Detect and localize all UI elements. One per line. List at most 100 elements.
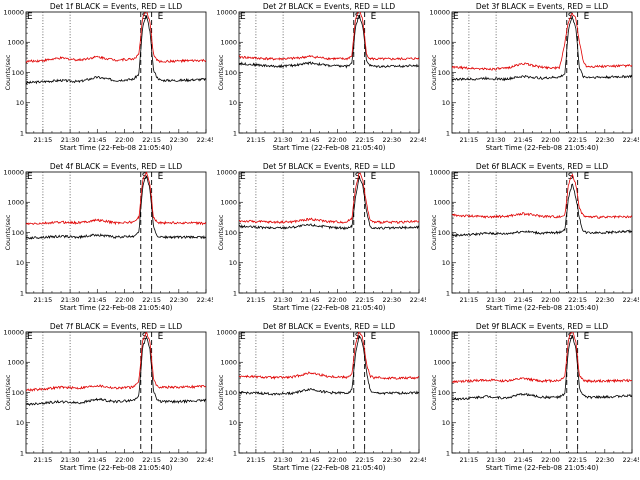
- y-tick-label: 100: [225, 229, 237, 237]
- lld-series-line: [452, 331, 632, 383]
- x-tick-label: 22:45: [623, 456, 639, 464]
- detector-panel-3: Det 3f BLACK = Events, RED = LLD11010010…: [426, 0, 639, 160]
- edge-marker-label: E: [27, 332, 33, 342]
- x-tick-label: 21:30: [61, 296, 80, 304]
- x-tick-label: 22:30: [595, 296, 614, 304]
- y-tick-label: 1: [20, 289, 24, 297]
- x-tick-label: 22:00: [541, 456, 560, 464]
- y-tick-label: 10: [16, 419, 24, 427]
- events-series-line: [452, 18, 632, 81]
- x-tick-label: 21:30: [487, 296, 506, 304]
- y-tick-label: 1: [233, 289, 237, 297]
- x-tick-label: 21:45: [301, 456, 320, 464]
- x-tick-label: 22:15: [355, 136, 374, 144]
- end-marker-label: E: [371, 332, 377, 342]
- y-tick-label: 1: [446, 449, 450, 457]
- x-tick-label: 21:30: [61, 136, 80, 144]
- y-tick-label: 1000: [220, 199, 237, 207]
- y-axis-label: Counts/sec: [4, 54, 12, 90]
- y-tick-label: 100: [438, 69, 450, 77]
- x-tick-label: 22:45: [410, 456, 426, 464]
- chart-svg: Det 6f BLACK = Events, RED = LLD11010010…: [426, 160, 639, 320]
- x-axis-label: Start Time (22-Feb-08 21:05:40): [59, 464, 172, 472]
- edge-marker-label: E: [453, 332, 459, 342]
- x-tick-label: 21:15: [34, 136, 53, 144]
- chart-title: Det 1f BLACK = Events, RED = LLD: [50, 2, 183, 11]
- y-tick-label: 10000: [429, 168, 450, 176]
- y-tick-label: 100: [12, 229, 24, 237]
- lld-series-line: [239, 173, 419, 223]
- x-tick-label: 22:45: [410, 136, 426, 144]
- detector-panel-6: Det 6f BLACK = Events, RED = LLD11010010…: [426, 160, 639, 320]
- plot-frame: [26, 332, 206, 453]
- y-tick-label: 1: [233, 449, 237, 457]
- x-tick-label: 21:45: [88, 456, 107, 464]
- x-tick-label: 22:00: [328, 136, 347, 144]
- end-marker-label: E: [158, 12, 164, 22]
- y-tick-label: 1000: [433, 39, 450, 47]
- edge-marker-label: E: [27, 12, 33, 22]
- y-axis-label: Counts/sec: [217, 374, 225, 410]
- y-tick-label: 10: [16, 99, 24, 107]
- x-tick-label: 21:30: [487, 456, 506, 464]
- y-tick-label: 1: [446, 129, 450, 137]
- chart-title: Det 4f BLACK = Events, RED = LLD: [50, 162, 183, 171]
- x-axis-label: Start Time (22-Feb-08 21:05:40): [59, 144, 172, 152]
- detector-plot-grid: Det 1f BLACK = Events, RED = LLD 1 10 100 10…: [0, 0, 640, 480]
- x-tick-label: 22:00: [541, 136, 560, 144]
- y-tick-label: 100: [438, 389, 450, 397]
- chart-title: Det 2f BLACK = Events, RED = LLD: [263, 2, 396, 11]
- detector-panel-4: Det 4f BLACK = Events, RED = LLD11010010…: [0, 160, 213, 320]
- x-tick-label: 21:15: [460, 456, 479, 464]
- y-axis-label: Counts/sec: [217, 214, 225, 250]
- edge-marker-label: E: [240, 332, 246, 342]
- x-tick-label: 22:15: [142, 136, 161, 144]
- x-tick-label: 21:15: [247, 136, 266, 144]
- events-series-line: [239, 336, 419, 395]
- lld-series-line: [26, 332, 206, 391]
- y-tick-label: 10000: [3, 328, 24, 336]
- y-tick-label: 10: [442, 419, 450, 427]
- end-marker-label: E: [158, 172, 164, 182]
- chart-svg: Det 3f BLACK = Events, RED = LLD11010010…: [426, 0, 639, 160]
- y-axis-label: Counts/sec: [4, 374, 12, 410]
- chart-title: Det 9f BLACK = Events, RED = LLD: [476, 322, 609, 331]
- edge-marker-label: E: [453, 172, 459, 182]
- plot-frame: [26, 172, 206, 293]
- detector-panel-9: Det 9f BLACK = Events, RED = LLD11010010…: [426, 320, 639, 480]
- x-tick-label: 21:30: [274, 296, 293, 304]
- detector-panel-1: Det 1f BLACK = Events, RED = LLD11010010…: [0, 0, 213, 160]
- x-tick-label: 22:30: [382, 456, 401, 464]
- x-tick-label: 21:45: [88, 136, 107, 144]
- x-tick-label: 22:00: [328, 456, 347, 464]
- y-tick-label: 10: [229, 419, 237, 427]
- chart-svg: Det 9f BLACK = Events, RED = LLD11010010…: [426, 320, 639, 480]
- y-tick-label: 1000: [433, 199, 450, 207]
- x-tick-label: 21:30: [274, 456, 293, 464]
- y-tick-label: 1000: [220, 359, 237, 367]
- y-axis-label: Counts/sec: [4, 214, 12, 250]
- end-marker-label: E: [584, 172, 590, 182]
- y-tick-label: 100: [12, 69, 24, 77]
- x-tick-label: 21:45: [301, 136, 320, 144]
- plot-frame: [239, 12, 419, 133]
- y-tick-label: 10000: [429, 8, 450, 16]
- x-tick-label: 22:30: [382, 296, 401, 304]
- x-tick-label: 21:45: [514, 456, 533, 464]
- detector-panel-5: Det 5f BLACK = Events, RED = LLD11010010…: [213, 160, 426, 320]
- y-tick-label: 100: [438, 229, 450, 237]
- edge-marker-label: E: [240, 172, 246, 182]
- chart-svg: Det 5f BLACK = Events, RED = LLD11010010…: [213, 160, 426, 320]
- events-series-line: [452, 184, 632, 236]
- x-tick-label: 21:30: [274, 136, 293, 144]
- y-tick-label: 1: [233, 129, 237, 137]
- y-tick-label: 1000: [220, 39, 237, 47]
- x-axis-label: Start Time (22-Feb-08 21:05:40): [272, 304, 385, 312]
- x-tick-label: 21:45: [514, 136, 533, 144]
- end-marker-label: E: [158, 332, 164, 342]
- x-tick-label: 21:45: [301, 296, 320, 304]
- x-tick-label: 22:00: [115, 136, 134, 144]
- x-tick-label: 22:15: [568, 456, 587, 464]
- x-tick-label: 22:00: [115, 456, 134, 464]
- y-tick-label: 10: [16, 259, 24, 267]
